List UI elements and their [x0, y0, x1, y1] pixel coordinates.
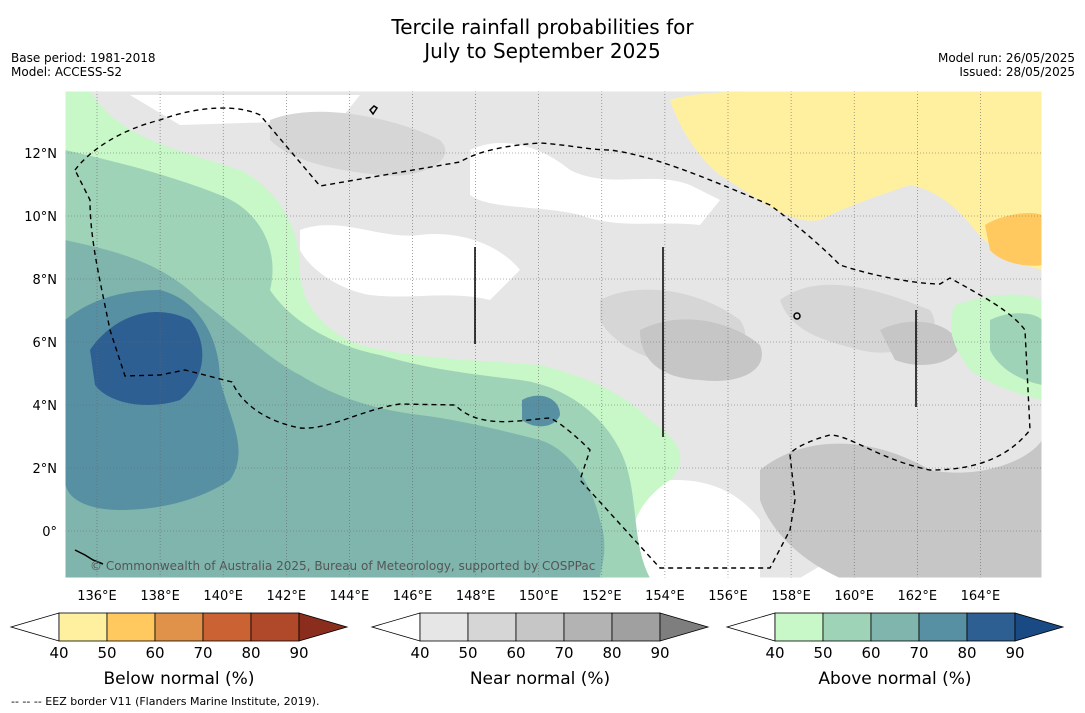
- map-frame: [64, 90, 1043, 579]
- x-tick-label: 156°E: [708, 589, 748, 604]
- colorbar-segment: [154, 612, 204, 642]
- above-normal-region: [65, 91, 1042, 578]
- colorbar-tick-label: 80: [957, 644, 976, 662]
- colorbar-segment: [419, 612, 469, 642]
- colorbar-label: Near normal (%): [470, 669, 610, 689]
- x-tick-label: 140°E: [203, 589, 243, 604]
- x-tick-label: 136°E: [77, 589, 117, 604]
- colorbar-segment: [202, 612, 252, 642]
- x-tick-label: 158°E: [771, 589, 811, 604]
- colorbar-tick-label: 80: [241, 644, 260, 662]
- colorbar-segment: [58, 612, 108, 642]
- colorbar-0: 40 50 60 70 80 90 Below normal (%): [9, 612, 349, 689]
- x-tick-label: 152°E: [582, 589, 622, 604]
- y-tick-label: 6°N: [33, 336, 58, 351]
- y-tick-label: 10°N: [24, 210, 57, 225]
- colorbar-tick-label: 90: [650, 644, 669, 662]
- colorbar-tick-label: 40: [49, 644, 68, 662]
- colorbar-segment: [774, 612, 824, 642]
- probability-field: [65, 91, 1042, 578]
- colorbar-tick-label: 70: [554, 644, 573, 662]
- x-tick-label: 142°E: [267, 589, 307, 604]
- colorbar-right-arrow: [1014, 612, 1065, 642]
- colorbar-legends: 40 50 60 70 80 90 Below normal (%) 40 50 60 70 80 90…: [9, 612, 1065, 689]
- x-tick-labels: 136°E 138°E 140°E 142°E 144°E 146°E 148°E 150°E…: [77, 589, 1000, 604]
- x-tick-label: 146°E: [393, 589, 433, 604]
- model-run-label: Model run: 26/05/2025: [937, 51, 1075, 65]
- island-markers: [74, 105, 917, 565]
- colorbar-tick-label: 70: [193, 644, 212, 662]
- colorbar-segment: [467, 612, 517, 642]
- colorbar-tick-label: 90: [289, 644, 308, 662]
- colorbar-segment: [822, 612, 872, 642]
- colorbar-tick-label: 50: [97, 644, 116, 662]
- x-tick-label: 150°E: [519, 589, 559, 604]
- colorbar-tick-label: 50: [813, 644, 832, 662]
- colorbar-left-arrow: [9, 612, 60, 642]
- colorbar-tick-label: 60: [145, 644, 164, 662]
- near-normal-50-60: [640, 319, 1042, 578]
- copyright-text: © Commonwealth of Australia 2025, Bureau…: [90, 559, 595, 573]
- x-tick-label: 144°E: [330, 589, 370, 604]
- below-normal-region: [670, 91, 1042, 270]
- colorbar-right-arrow: [659, 612, 710, 642]
- y-tick-label: 0°: [42, 525, 57, 540]
- colorbar-segment: [966, 612, 1016, 642]
- colorbar-segment: [918, 612, 968, 642]
- x-tick-label: 138°E: [140, 589, 180, 604]
- colorbar-segment: [870, 612, 920, 642]
- x-tick-label: 162°E: [898, 589, 938, 604]
- y-tick-label: 8°N: [33, 273, 58, 288]
- colorbar-left-arrow: [370, 612, 421, 642]
- y-tick-labels: 12°N 10°N 8°N 6°N 4°N 2°N 0°: [24, 147, 57, 540]
- colorbar-tick-label: 80: [602, 644, 621, 662]
- chart-title-line2: July to September 2025: [424, 39, 661, 63]
- colorbar-tick-label: 70: [909, 644, 928, 662]
- x-tick-label: 148°E: [456, 589, 496, 604]
- map-gridlines: [65, 91, 1042, 578]
- colorbar-tick-label: 90: [1005, 644, 1024, 662]
- colorbar-right-arrow: [298, 612, 349, 642]
- colorbar-segment: [515, 612, 565, 642]
- model-label: Model: ACCESS-S2: [11, 65, 123, 79]
- colorbar-segment: [106, 612, 156, 642]
- x-tick-label: 154°E: [645, 589, 685, 604]
- base-period-label: Base period: 1981-2018: [11, 51, 156, 65]
- y-tick-label: 2°N: [33, 462, 58, 477]
- colorbar-segment: [250, 612, 300, 642]
- y-tick-label: 4°N: [33, 399, 58, 414]
- y-tick-label: 12°N: [24, 147, 57, 162]
- colorbar-tick-label: 40: [410, 644, 429, 662]
- colorbar-tick-label: 60: [861, 644, 880, 662]
- issued-label: Issued: 28/05/2025: [959, 65, 1075, 79]
- colorbar-segment: [611, 612, 661, 642]
- chart-title-line1: Tercile rainfall probabilities for: [391, 15, 694, 39]
- colorbar-left-arrow: [725, 612, 776, 642]
- x-tick-label: 164°E: [961, 589, 1001, 604]
- eez-footer-note: -- -- -- EEZ border V11 (Flanders Marine…: [11, 695, 320, 708]
- x-tick-label: 160°E: [834, 589, 874, 604]
- colorbar-tick-label: 60: [506, 644, 525, 662]
- colorbar-segment: [563, 612, 613, 642]
- colorbar-label: Above normal (%): [818, 669, 971, 689]
- colorbar-2: 40 50 60 70 80 90 Above normal (%): [725, 612, 1065, 689]
- colorbar-1: 40 50 60 70 80 90 Near normal (%): [370, 612, 710, 689]
- colorbar-tick-label: 50: [458, 644, 477, 662]
- colorbar-label: Below normal (%): [104, 669, 255, 689]
- colorbar-tick-label: 40: [765, 644, 784, 662]
